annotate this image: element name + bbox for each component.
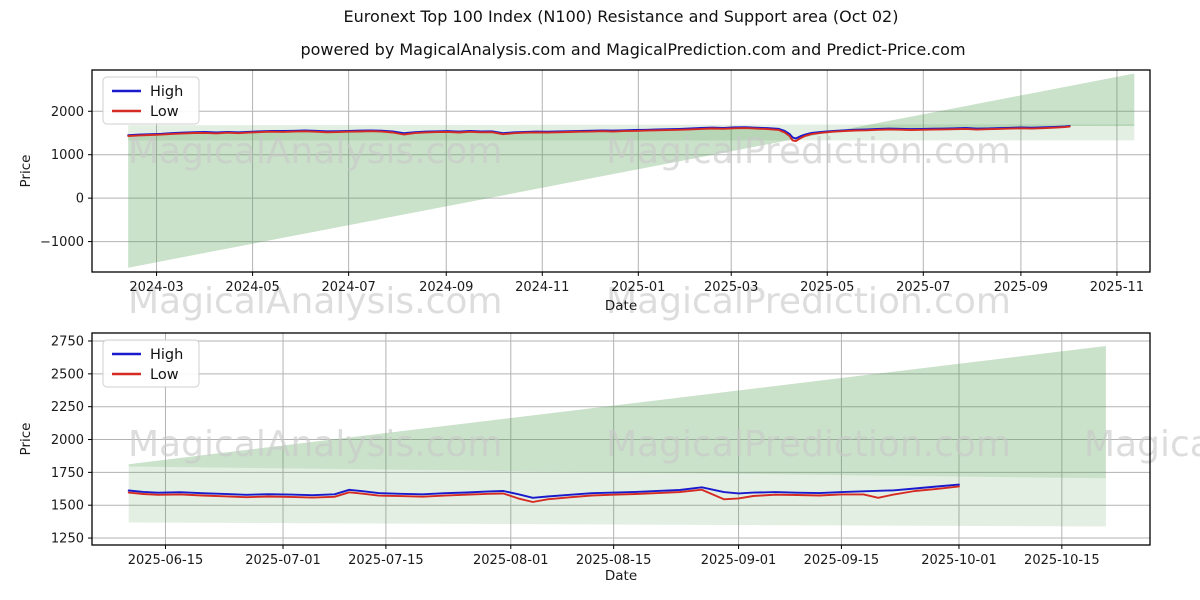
top-chart-xlabel: Date xyxy=(605,298,637,314)
y-tick-label: 1750 xyxy=(51,466,84,481)
bottom-chart-ticks xyxy=(88,340,1063,549)
x-tick-label: 2024-11 xyxy=(515,280,569,295)
x-tick-label: 2025-09 xyxy=(994,280,1048,295)
x-tick-label: 2025-07 xyxy=(896,280,950,295)
x-tick-label: 2024-03 xyxy=(129,280,183,295)
x-tick-label: 2025-08-15 xyxy=(576,553,652,568)
y-tick-label: 1250 xyxy=(51,532,84,547)
x-tick-label: 2025-01 xyxy=(611,280,665,295)
x-tick-label: 2025-11 xyxy=(1090,280,1144,295)
watermark-text: MagicalAnalysis.com xyxy=(1084,424,1200,465)
x-tick-label: 2024-07 xyxy=(321,280,375,295)
top-chart-spines xyxy=(91,69,1151,273)
legend-high-label: High xyxy=(150,347,183,363)
x-tick-label: 2025-08-01 xyxy=(473,553,549,568)
watermark-text: MagicalPrediction.com xyxy=(606,424,1011,465)
top-chart-low-line xyxy=(127,125,1071,143)
top-chart-trend-fill xyxy=(128,73,1135,268)
x-tick-label: 2024-05 xyxy=(225,280,279,295)
bottom-chart-xlabel: Date xyxy=(605,568,637,584)
watermark-text: MagicalAnalysis.com xyxy=(128,424,502,465)
top-chart-legend: High Low xyxy=(102,76,200,125)
top-chart-tick-labels: 2024-03 2024-05 2024-07 2024-09 2024-11 2025-… xyxy=(40,105,1144,295)
bottom-chart-low-line xyxy=(127,485,960,503)
legend-low-label: Low xyxy=(150,104,179,120)
x-tick-label: 2025-03 xyxy=(704,280,758,295)
bottom-chart-high-line xyxy=(127,483,960,499)
y-tick-label: −1000 xyxy=(40,235,84,250)
y-tick-label: 2750 xyxy=(51,335,84,350)
bottom-chart-grid xyxy=(92,333,1150,545)
bottom-chart-legend: High Low xyxy=(102,339,200,388)
legend-high-label: High xyxy=(150,84,183,100)
watermark-text: MagicalPrediction.com xyxy=(606,281,1011,322)
y-tick-label: 2250 xyxy=(51,400,84,415)
x-tick-label: 2025-06-15 xyxy=(128,553,204,568)
top-chart: MagicalAnalysis.com MagicalPrediction.com… xyxy=(18,69,1151,322)
bottom-chart: MagicalAnalysis.com MagicalPrediction.com… xyxy=(18,332,1200,584)
x-tick-label: 2025-10-15 xyxy=(1024,553,1100,568)
bottom-chart-spines xyxy=(91,332,1151,546)
figure-subtitle: powered by MagicalAnalysis.com and Magic… xyxy=(300,40,966,59)
x-tick-label: 2025-09-15 xyxy=(804,553,880,568)
bottom-chart-trend-fill xyxy=(128,346,1106,479)
x-tick-label: 2024-09 xyxy=(419,280,473,295)
x-tick-label: 2025-09-01 xyxy=(701,553,777,568)
x-tick-label: 2025-10-01 xyxy=(921,553,997,568)
y-tick-label: 2500 xyxy=(51,367,84,382)
x-tick-label: 2025-07-15 xyxy=(348,553,424,568)
y-tick-label: 1000 xyxy=(51,148,84,163)
bottom-chart-ylabel: Price xyxy=(18,423,34,456)
x-tick-label: 2025-05 xyxy=(800,280,854,295)
bottom-chart-support-band xyxy=(128,466,1106,527)
top-chart-grid xyxy=(92,70,1150,272)
figure-title: Euronext Top 100 Index (N100) Resistance… xyxy=(343,7,899,26)
watermark-text: MagicalPrediction.com xyxy=(606,131,1011,172)
y-tick-label: 1500 xyxy=(51,499,84,514)
bottom-chart-tick-labels: 2025-06-15 2025-07-01 2025-07-15 2025-08-01… xyxy=(51,335,1100,568)
y-tick-label: 2000 xyxy=(51,433,84,448)
x-tick-label: 2025-07-01 xyxy=(245,553,321,568)
y-tick-label: 2000 xyxy=(51,105,84,120)
legend-low-label: Low xyxy=(150,367,179,383)
watermark-text: MagicalAnalysis.com xyxy=(128,131,502,172)
y-tick-label: 0 xyxy=(76,192,84,207)
watermark-text: MagicalAnalysis.com xyxy=(128,281,502,322)
top-chart-ticks xyxy=(88,110,1118,276)
top-chart-ylabel: Price xyxy=(18,155,34,188)
